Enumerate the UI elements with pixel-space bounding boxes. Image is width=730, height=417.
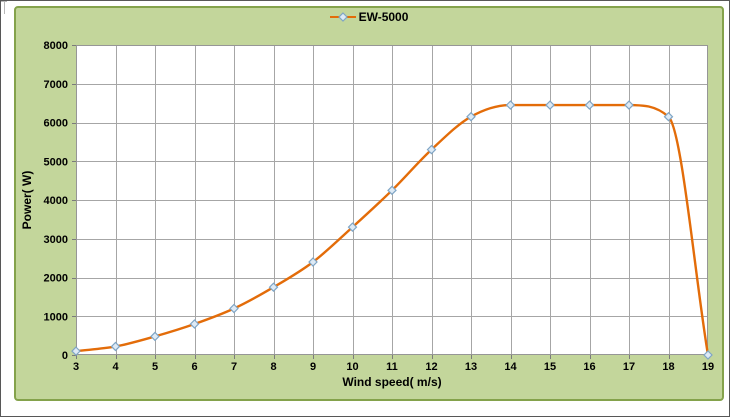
data-point-marker [110,341,121,352]
data-point-marker [426,144,437,155]
data-point-marker [505,100,516,110]
x-tick-label: 6 [191,361,197,373]
y-tick-label: 4000 [44,195,68,207]
y-tick-label: 3000 [44,234,68,246]
spreadsheet-cell-edge [4,1,5,14]
y-axis-title: Power( W) [20,170,34,230]
x-tick-label: 19 [702,361,714,373]
gridlines [76,45,708,355]
data-point-marker [703,350,713,360]
data-point-marker [71,346,81,356]
legend: EW-5000 [14,8,724,26]
x-tick-label: 9 [310,361,316,373]
data-point-marker [347,222,358,232]
y-tick-label: 5000 [44,156,68,168]
data-point-marker [308,257,318,267]
x-tick-label: 17 [623,361,635,373]
x-tick-label: 16 [583,361,595,373]
x-tick-label: 7 [231,361,237,373]
x-axis-title: Wind speed( m/s) [342,375,442,389]
data-point-marker [268,282,279,293]
x-tick-label: 5 [152,361,158,373]
x-tick-label: 18 [662,361,674,373]
data-point-markers [71,100,713,360]
data-point-marker [624,100,634,110]
x-tick-label: 15 [544,361,556,373]
y-axis-tick-labels: 0 1000 2000 3000 4000 5000 6000 7000 8000 [44,40,68,362]
data-point-marker [387,185,397,196]
x-tick-label: 3 [73,361,79,373]
y-tick-label: 0 [62,350,68,362]
y-tick-label: 6000 [44,118,68,130]
legend-label: EW-5000 [358,10,409,24]
data-point-marker [545,100,555,110]
plot-border [76,45,708,355]
x-tick-label: 12 [425,361,437,373]
spreadsheet-cell-edge [1,1,7,2]
data-point-marker [584,100,595,110]
data-point-marker [189,319,200,329]
x-tick-label: 8 [270,361,276,373]
y-tick-label: 7000 [44,79,68,91]
legend-line-marker-icon [329,12,356,22]
data-point-marker [229,303,239,314]
data-point-marker [466,111,476,122]
tick-marks [72,45,709,359]
x-tick-label: 10 [346,361,358,373]
data-point-marker [150,331,160,342]
x-tick-label: 13 [465,361,477,373]
x-axis-tick-labels: 3 4 5 6 7 8 9 10 11 12 13 14 15 16 17 18 19 [73,361,714,373]
y-tick-label: 1000 [44,311,68,323]
x-tick-label: 14 [504,361,517,373]
x-tick-label: 4 [112,361,119,373]
y-tick-label: 2000 [44,273,68,285]
data-point-marker [663,111,674,122]
y-tick-label: 8000 [44,40,68,52]
x-tick-label: 11 [386,361,398,373]
